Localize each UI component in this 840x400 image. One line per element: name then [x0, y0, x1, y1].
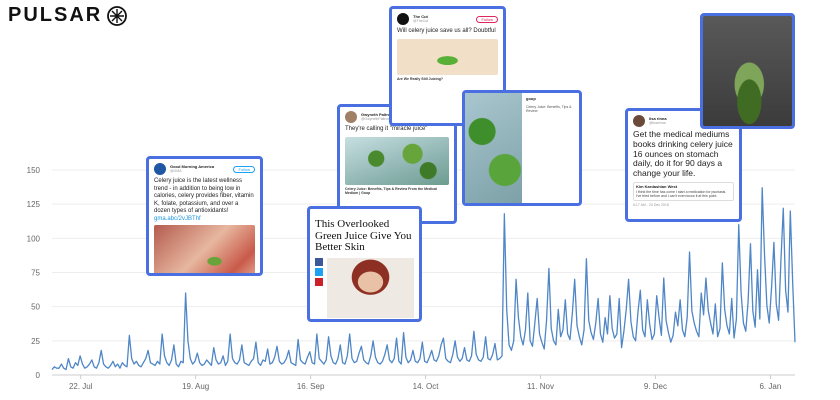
gma-follow-button[interactable]: Follow — [233, 165, 255, 173]
quoted-tweet[interactable]: Kim Kardashian West I think the time has… — [633, 181, 734, 201]
thecut-tweet-photo — [397, 38, 498, 75]
y-tick-label: 50 — [31, 303, 40, 312]
y-tick-label: 0 — [36, 371, 41, 380]
x-tick-label: 14. Oct — [413, 382, 440, 391]
goop-account-name: goop — [526, 96, 536, 101]
thecut-follow-button[interactable]: Follow — [476, 15, 498, 23]
lisa-tweet-time: 6:17 AM - 24 Dec 2018 — [633, 202, 669, 207]
x-tick-label: 19. Aug — [182, 382, 209, 391]
gwyneth-account-name: Gwyneth Paltrow — [361, 111, 394, 117]
gma-avatar — [154, 163, 166, 175]
thecut-avatar — [397, 13, 409, 25]
gwyneth-tweet-photo — [345, 136, 449, 185]
instagram-story-card[interactable] — [700, 13, 795, 129]
article-card-green-juice[interactable]: This Overlooked Green Juice Give You Bet… — [307, 206, 422, 322]
quote-text: I think the time has come I start a medi… — [636, 189, 727, 198]
gma-tweet-photo — [154, 224, 255, 273]
instagram-card-goop[interactable]: goop Celery Juice: Benefits, Tips & Revi… — [462, 90, 582, 206]
gma-tweet-text: Celery juice is the latest wellness tren… — [154, 178, 254, 214]
gma-tweet-link[interactable]: gma.abc/2vJBThf — [154, 215, 201, 222]
y-tick-label: 25 — [31, 337, 40, 346]
twitter-share-icon[interactable] — [315, 267, 323, 276]
y-tick-label: 75 — [31, 269, 40, 278]
gwyneth-handle: @GwynethPaltrow — [361, 117, 391, 122]
lisa-account-name: lisa rinna — [649, 115, 667, 121]
quote-author: Kim Kardashian West — [636, 183, 678, 189]
article-headline: This Overlooked Green Juice Give You Bet… — [315, 218, 412, 254]
y-tick-label: 150 — [27, 166, 41, 175]
goop-caption: Celery Juice: Benefits, Tips & Review — [526, 104, 572, 114]
thecut-account-name: The Cut — [413, 13, 428, 19]
x-tick-label: 16. Sep — [297, 382, 325, 391]
brand-name: PULSAR — [8, 4, 103, 26]
brand: PULSAR — [8, 4, 128, 27]
gwyneth-link-caption: Celery Juice: Benefits, Tips & Review Fr… — [345, 186, 437, 195]
facebook-share-icon[interactable] — [315, 257, 323, 266]
thecut-link-caption: Are We Really Still Juicing? — [397, 76, 444, 81]
gwyneth-tweet-text: They're calling it "miracle juice" — [345, 126, 428, 132]
thecut-tweet-text: Will celery juice save us all? Doubtful — [397, 28, 496, 34]
lisa-tweet-text: Get the medical mediums books drinking c… — [633, 129, 733, 179]
tweet-card-the-cut[interactable]: The Cut @TheCut Follow Will celery juice… — [389, 6, 506, 126]
share-buttons — [315, 257, 323, 318]
tweet-card-good-morning-america[interactable]: Good Morning America @GMA Follow Celery … — [146, 156, 263, 276]
celery-juice-story-photo — [703, 16, 792, 126]
gma-handle: @GMA — [170, 169, 182, 174]
lisa-avatar — [633, 115, 645, 127]
thecut-handle: @TheCut — [413, 19, 429, 24]
x-tick-label: 9. Dec — [644, 382, 667, 391]
x-tick-label: 22. Jul — [69, 382, 93, 391]
gma-account-name: Good Morning America — [170, 163, 215, 169]
gwyneth-avatar — [345, 111, 357, 123]
pulsar-logo-icon — [107, 5, 128, 26]
series-line — [51, 187, 796, 371]
y-tick-label: 125 — [27, 200, 41, 209]
x-tick-label: 11. Nov — [527, 382, 554, 391]
y-tick-label: 100 — [27, 234, 41, 243]
article-portrait-photo — [327, 257, 414, 318]
pinterest-share-icon[interactable] — [315, 277, 323, 286]
goop-photo — [465, 93, 522, 203]
x-tick-label: 6. Jan — [759, 382, 781, 391]
lisa-handle: @lisarinna — [649, 121, 666, 126]
